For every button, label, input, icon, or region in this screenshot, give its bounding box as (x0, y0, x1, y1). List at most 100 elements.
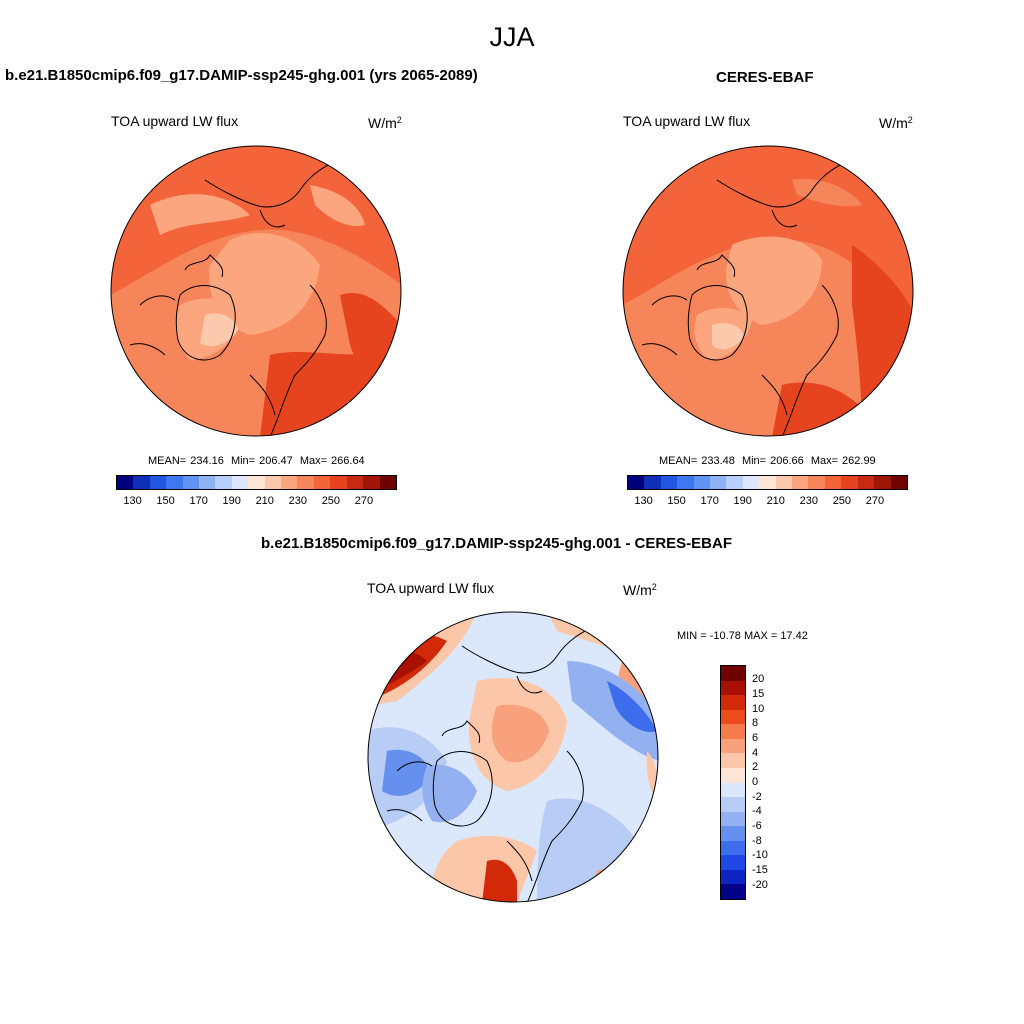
colorbar-swatch (363, 476, 380, 489)
colorbar-tick-label: 2 (752, 761, 759, 774)
colorbar-swatch (841, 476, 858, 489)
colorbar-swatch (721, 826, 745, 841)
colorbar-swatch (628, 476, 645, 489)
colorbar-swatch (726, 476, 743, 489)
colorbar-tick-label: 250 (832, 495, 852, 507)
colorbar-swatch (721, 753, 745, 768)
model-colorbar (116, 475, 397, 490)
colorbar-swatch (721, 869, 745, 885)
colorbar-tick-label: 130 (123, 495, 142, 507)
colorbar-swatch (874, 476, 891, 489)
model-polar-map (110, 145, 402, 437)
colorbar-tick-label: -4 (752, 805, 762, 818)
figure-title: JJA (489, 22, 535, 52)
model-panel-title: b.e21.B1850cmip6.f09_g17.DAMIP-ssp245-gh… (5, 67, 478, 84)
colorbar-swatch (759, 476, 776, 489)
obs-colorbar (627, 475, 908, 490)
colorbar-swatch (857, 476, 875, 489)
colorbar-swatch (721, 709, 745, 725)
colorbar-tick-label: 0 (752, 776, 759, 788)
colorbar-swatch (297, 476, 314, 489)
colorbar-tick-label: 8 (752, 717, 759, 730)
colorbar-swatch (721, 680, 745, 696)
colorbar-swatch (264, 476, 282, 489)
colorbar-swatch (693, 476, 711, 489)
colorbar-swatch (215, 476, 232, 489)
colorbar-swatch (775, 476, 793, 489)
colorbar-tick-label: -15 (752, 864, 768, 877)
colorbar-swatch (824, 476, 842, 489)
diff-polar-map (367, 611, 659, 903)
colorbar-tick-label: 20 (752, 673, 765, 686)
colorbar-tick-label: 15 (752, 687, 765, 700)
obs-units-label: W/m2 (879, 115, 913, 131)
obs-polar-map (622, 145, 914, 437)
diff-variable-label: TOA upward LW flux (367, 580, 495, 596)
model-colorbar-ticks: 130 150 170 190 210 230 250 270 (116, 495, 397, 509)
diff-colorbar-ticks: 20 15 10 8 6 4 2 0 -2 -4 -6 -8 -10 -15 -20 (752, 665, 792, 900)
colorbar-swatch (721, 840, 745, 856)
colorbar-swatch (660, 476, 678, 489)
colorbar-swatch (330, 476, 347, 489)
colorbar-tick-label: 270 (865, 495, 885, 507)
colorbar-swatch (149, 476, 167, 489)
diff-colorbar (720, 665, 746, 900)
obs-panel-title: CERES-EBAF (716, 69, 814, 86)
colorbar-tick-label: 170 (189, 495, 208, 507)
colorbar-swatch (281, 476, 298, 489)
colorbar-swatch (742, 476, 760, 489)
obs-stats: MEAN= 233.48 Min= 206.66 Max= 262.99 (659, 455, 876, 467)
colorbar-swatch (644, 476, 661, 489)
colorbar-swatch (710, 476, 727, 489)
colorbar-swatch (166, 476, 183, 489)
colorbar-tick-label: -10 (752, 849, 768, 862)
colorbar-swatch (721, 666, 745, 681)
obs-variable-label: TOA upward LW flux (623, 113, 751, 129)
colorbar-swatch (721, 695, 745, 710)
colorbar-swatch (117, 476, 134, 489)
diff-minmax: MIN = -10.78 MAX = 17.42 (677, 630, 808, 642)
colorbar-tick-label: 270 (354, 495, 374, 507)
colorbar-tick-label: 250 (321, 495, 341, 507)
colorbar-tick-label: 6 (752, 731, 759, 744)
colorbar-swatch (182, 476, 200, 489)
colorbar-swatch (721, 782, 745, 798)
colorbar-swatch (199, 476, 216, 489)
colorbar-tick-label: 130 (634, 495, 653, 507)
colorbar-swatch (721, 797, 745, 812)
diff-panel-title: b.e21.B1850cmip6.f09_g17.DAMIP-ssp245-gh… (261, 535, 732, 552)
colorbar-tick-label: 4 (752, 746, 759, 759)
colorbar-swatch (890, 476, 907, 489)
colorbar-tick-label: -20 (752, 878, 768, 891)
colorbar-swatch (721, 738, 745, 754)
colorbar-swatch (677, 476, 694, 489)
colorbar-tick-label: 10 (752, 702, 765, 715)
colorbar-swatch (313, 476, 331, 489)
diff-units-label: W/m2 (623, 582, 657, 598)
colorbar-tick-label: 210 (255, 495, 274, 507)
colorbar-tick-label: 170 (700, 495, 719, 507)
colorbar-swatch (721, 811, 745, 827)
model-variable-label: TOA upward LW flux (111, 113, 239, 129)
colorbar-tick-label: 190 (222, 495, 241, 507)
colorbar-swatch (721, 855, 745, 870)
colorbar-swatch (231, 476, 249, 489)
colorbar-tick-label: -2 (752, 790, 762, 803)
colorbar-tick-label: -8 (752, 834, 762, 847)
colorbar-swatch (721, 767, 745, 783)
obs-colorbar-ticks: 130 150 170 190 210 230 250 270 (627, 495, 908, 509)
colorbar-swatch (792, 476, 809, 489)
colorbar-tick-label: 150 (667, 495, 686, 507)
colorbar-tick-label: 150 (156, 495, 175, 507)
colorbar-tick-label: 230 (799, 495, 818, 507)
colorbar-tick-label: 230 (288, 495, 307, 507)
colorbar-swatch (346, 476, 364, 489)
colorbar-swatch (808, 476, 825, 489)
model-units-label: W/m2 (368, 115, 402, 131)
colorbar-swatch (379, 476, 396, 489)
colorbar-tick-label: 190 (733, 495, 752, 507)
colorbar-tick-label: 210 (766, 495, 785, 507)
colorbar-swatch (721, 884, 745, 899)
colorbar-swatch (248, 476, 265, 489)
colorbar-swatch (133, 476, 150, 489)
